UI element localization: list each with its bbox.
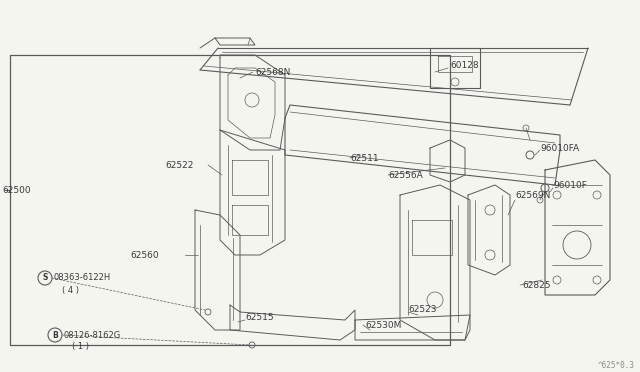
Text: 08363-6122H: 08363-6122H xyxy=(53,273,110,282)
Text: 62511: 62511 xyxy=(350,154,379,163)
Text: ( 1 ): ( 1 ) xyxy=(72,343,89,352)
Text: 62530M: 62530M xyxy=(365,321,401,330)
Text: 62556A: 62556A xyxy=(388,170,423,180)
Text: 62560: 62560 xyxy=(130,250,159,260)
Text: ( 4 ): ( 4 ) xyxy=(62,285,79,295)
Text: 62568N: 62568N xyxy=(255,67,291,77)
Text: 62523: 62523 xyxy=(408,305,436,314)
Text: 96010FA: 96010FA xyxy=(540,144,579,153)
Text: 60128: 60128 xyxy=(450,61,479,70)
Text: 62515: 62515 xyxy=(245,314,274,323)
Text: 08126-8162G: 08126-8162G xyxy=(63,330,120,340)
Text: 62500: 62500 xyxy=(2,186,31,195)
Text: 62522: 62522 xyxy=(165,160,193,170)
Text: 96010F: 96010F xyxy=(553,180,587,189)
Text: ^625*0.3: ^625*0.3 xyxy=(598,360,635,369)
Text: S: S xyxy=(42,273,48,282)
Text: 62569N: 62569N xyxy=(515,190,550,199)
Text: B: B xyxy=(52,330,58,340)
Text: 62825: 62825 xyxy=(522,280,550,289)
